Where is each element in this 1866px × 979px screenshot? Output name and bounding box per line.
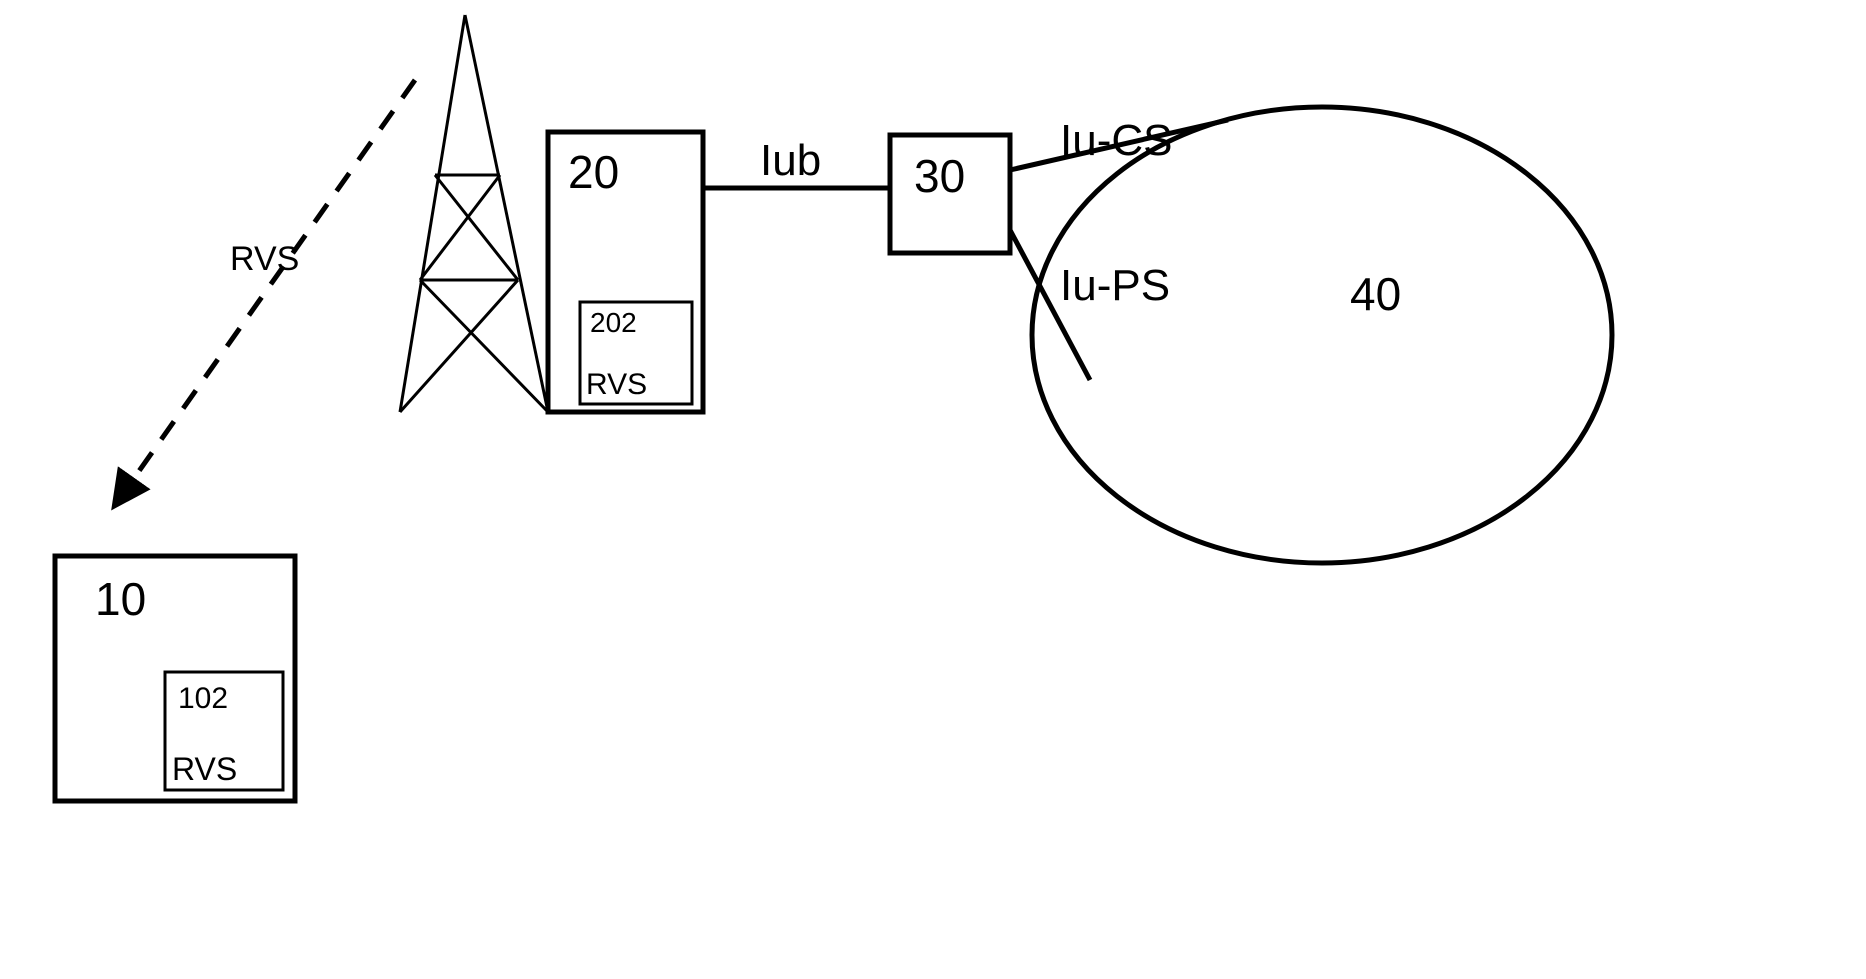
tower-icon (400, 15, 548, 412)
rnc-box-label: 30 (914, 150, 965, 202)
nodeb-inner-box-id-label: 202 (590, 307, 637, 338)
ue-inner-box-id-label: 102 (178, 682, 228, 715)
link-rvs-dashed (115, 80, 415, 505)
ue-inner-box-rvs-label: RVS (172, 751, 237, 787)
nodeb-box-label: 20 (568, 146, 619, 198)
ue-box-label: 10 (95, 573, 146, 625)
link-iu-ps-label: Iu-PS (1060, 261, 1170, 310)
core-network-label: 40 (1350, 268, 1401, 320)
link-iu-cs-label: Iu-CS (1060, 116, 1172, 165)
core-network-ellipse (1032, 107, 1612, 563)
nodeb-inner-box-rvs-label: RVS (586, 368, 647, 401)
link-rvs-label: RVS (230, 240, 299, 278)
link-iub-label: Iub (760, 136, 821, 185)
